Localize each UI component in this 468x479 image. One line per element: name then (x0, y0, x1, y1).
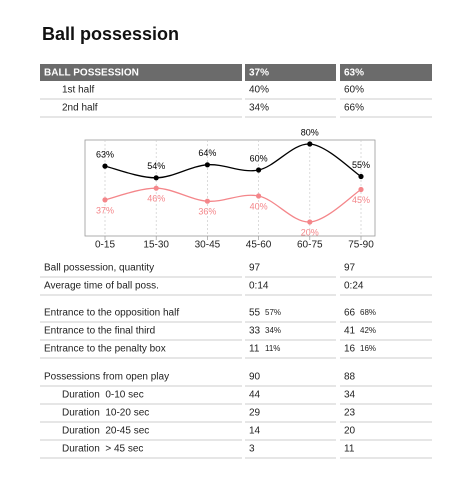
home-value: 34% (249, 103, 269, 114)
data-point (204, 198, 210, 204)
header-home: 37% (249, 68, 269, 79)
home-value: 0:14 (249, 281, 269, 292)
data-label: 80% (301, 127, 319, 137)
home-value: 11 (249, 344, 260, 355)
row-label: 2nd half (62, 103, 98, 114)
row-label: Ball possession, quantity (44, 263, 154, 274)
data-point (102, 197, 108, 203)
x-tick-label: 75-90 (348, 240, 374, 251)
series-line (104, 143, 362, 179)
home-value: 55 (249, 308, 261, 319)
away-pct: 16% (360, 344, 376, 353)
away-value: 88 (344, 372, 356, 383)
data-point (153, 175, 159, 181)
data-point (358, 173, 364, 180)
away-value: 60% (344, 85, 364, 96)
row-label: Duration 0-10 sec (62, 390, 144, 401)
data-label: 37% (96, 205, 114, 215)
data-label: 45% (352, 195, 370, 205)
away-value: 20 (344, 426, 356, 437)
data-point (307, 141, 313, 147)
header-label: BALL POSSESSION (44, 68, 139, 79)
home-value: 29 (249, 408, 261, 419)
chart-frame (84, 139, 376, 237)
row-label: Duration 10-20 sec (62, 408, 149, 419)
away-value: 16 (344, 344, 356, 355)
x-tick-label: 45-60 (246, 240, 272, 251)
home-value: 3 (249, 444, 255, 455)
header-cell (340, 64, 432, 81)
data-label: 40% (250, 201, 268, 211)
header-cell (40, 64, 242, 81)
x-tick-label: 60-75 (297, 240, 323, 251)
away-value: 23 (344, 408, 356, 419)
away-value: 11 (344, 444, 355, 455)
home-value: 97 (249, 263, 261, 274)
data-point (307, 219, 313, 225)
home-pct: 11% (265, 344, 280, 353)
data-label: 63% (96, 149, 114, 159)
data-point (358, 186, 364, 193)
data-label: 36% (198, 207, 216, 217)
header-away: 63% (344, 68, 364, 79)
page-title: Ball possession (42, 24, 179, 44)
data-label: 55% (352, 160, 370, 170)
row-label: Average time of ball poss. (44, 281, 159, 292)
away-value: 34 (344, 390, 356, 401)
x-tick-label: 0-15 (95, 240, 115, 251)
row-label: 1st half (62, 85, 94, 96)
data-label: 60% (250, 153, 268, 163)
data-label: 20% (301, 227, 319, 237)
away-value: 97 (344, 263, 356, 274)
home-value: 33 (249, 326, 261, 337)
x-tick-label: 30-45 (195, 240, 221, 251)
header-cell (245, 64, 336, 81)
away-value: 41 (344, 326, 356, 337)
data-point (102, 163, 108, 169)
row-label: Entrance to the penalty box (44, 344, 166, 355)
away-value: 66 (344, 308, 356, 319)
series-line (104, 187, 362, 223)
row-label: Entrance to the opposition half (44, 308, 179, 319)
row-label: Duration > 45 sec (62, 444, 143, 455)
row-label: Entrance to the final third (44, 326, 155, 337)
data-label: 46% (147, 194, 165, 204)
data-label: 64% (198, 148, 216, 158)
home-pct: 57% (265, 308, 281, 317)
away-value: 0:24 (344, 281, 364, 292)
data-point (256, 167, 262, 173)
away-pct: 42% (360, 326, 376, 335)
home-pct: 34% (265, 326, 281, 335)
data-label: 54% (147, 161, 165, 171)
away-value: 66% (344, 103, 364, 114)
row-label: Possessions from open play (44, 372, 169, 383)
data-point (256, 193, 262, 199)
away-pct: 68% (360, 308, 376, 317)
row-label: Duration 20-45 sec (62, 426, 149, 437)
home-value: 40% (249, 85, 269, 96)
data-point (153, 185, 159, 191)
data-point (204, 162, 210, 168)
home-value: 90 (249, 372, 261, 383)
x-tick-label: 15-30 (143, 240, 169, 251)
home-value: 44 (249, 390, 261, 401)
home-value: 14 (249, 426, 261, 437)
